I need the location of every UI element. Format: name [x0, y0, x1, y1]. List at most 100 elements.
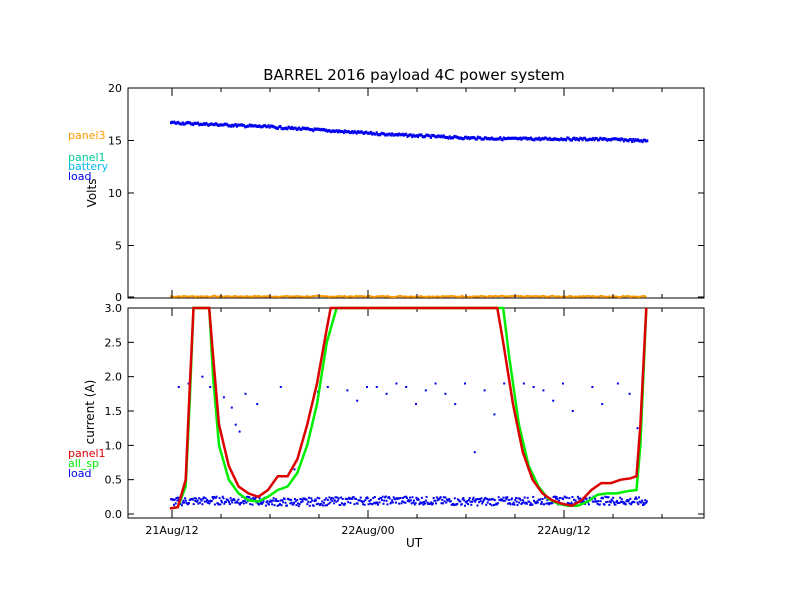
series-load-voltage-point: [439, 135, 442, 139]
series-load-current-point: [502, 496, 505, 499]
series-load-voltage-point: [556, 138, 559, 141]
series-load-current-point: [268, 503, 270, 506]
series-load-current-point: [605, 501, 608, 504]
series-load-voltage-point: [257, 125, 259, 128]
series-load-voltage-point: [308, 128, 311, 131]
series-load-current-outlier: [542, 389, 545, 392]
series-load-voltage-point: [495, 137, 498, 141]
series-load-current-point: [371, 503, 374, 506]
series-load-current-point: [377, 503, 379, 506]
series-load-voltage-point: [606, 138, 609, 142]
series-load-voltage-point: [235, 124, 238, 128]
series-load-voltage-point: [304, 126, 307, 130]
series-load-voltage-point: [576, 137, 579, 141]
series-load-current-point: [528, 500, 531, 503]
series-load-voltage-point: [260, 125, 263, 129]
series-load-current-point: [337, 497, 340, 500]
series-load-current-point: [523, 496, 526, 499]
series-load-voltage-point: [171, 120, 174, 124]
series-load-voltage-point: [285, 126, 288, 130]
series-load-voltage-point: [532, 138, 535, 142]
series-load-voltage-point: [574, 138, 577, 142]
series-load-current-point: [224, 501, 227, 504]
series-load-current-point: [264, 504, 267, 507]
series-load-voltage-point: [598, 138, 601, 142]
series-load-current-point: [374, 502, 377, 505]
series-load-voltage-point: [298, 126, 301, 130]
series-load-current-point: [543, 503, 546, 506]
series-load-voltage-point: [319, 128, 322, 132]
series-load-voltage-point: [262, 124, 265, 128]
series-load-current-point: [364, 499, 367, 502]
series-load-current-outlier: [256, 403, 259, 406]
series-load-current-point: [290, 501, 293, 504]
series-load-voltage-point: [326, 129, 329, 133]
series-load-voltage-point: [494, 137, 497, 141]
series-load-current-point: [254, 496, 257, 499]
series-load-current-point: [384, 495, 387, 498]
series-load-voltage-point: [195, 121, 198, 125]
series-load-voltage-point: [348, 131, 351, 135]
series-load-current-point: [246, 495, 248, 498]
series-load-current-point: [636, 501, 639, 504]
legend-bottom-all-sp: all_sp: [68, 457, 99, 470]
series-load-voltage-point: [192, 123, 195, 127]
series-load-voltage-point: [579, 136, 582, 140]
series-load-current-point: [602, 497, 604, 500]
series-load-current-point: [315, 499, 317, 502]
series-load-voltage-point: [398, 132, 401, 136]
series-load-current-point: [626, 498, 629, 501]
series-load-current-point: [499, 499, 502, 502]
series-load-current-point: [644, 499, 647, 502]
series-load-current-outlier: [628, 392, 631, 395]
series-load-voltage-point: [636, 138, 639, 142]
series-load-voltage-point: [184, 122, 187, 126]
series-load-current-point: [506, 496, 509, 499]
series-load-current-point: [436, 499, 439, 502]
series-load-current-point: [504, 496, 507, 499]
series-load-current-point: [453, 497, 456, 500]
series-load-current-point: [348, 497, 351, 500]
series-load-current-point: [621, 500, 624, 503]
series-load-current-point: [320, 503, 323, 506]
series-load-current-point: [373, 501, 376, 504]
series-load-current-point: [558, 496, 561, 499]
series-load-current-point: [334, 496, 337, 499]
series-load-voltage-point: [221, 123, 224, 127]
voltage-panel-frame: [127, 87, 705, 299]
series-load-voltage-point: [172, 120, 175, 124]
series-load-voltage-point: [384, 133, 386, 137]
series-load-current-point: [535, 501, 538, 504]
series-load-current-point: [185, 502, 188, 504]
series-load-voltage-point: [489, 137, 492, 141]
series-load-voltage-point: [484, 136, 486, 140]
series-load-voltage-point: [187, 121, 190, 125]
series-load-voltage-point: [397, 133, 399, 137]
series-load-voltage-point: [638, 139, 640, 143]
series-load-voltage-point: [545, 136, 548, 140]
series-load-current-point: [309, 501, 312, 504]
series-load-voltage-point: [420, 133, 423, 137]
series-load-current-point: [343, 504, 346, 506]
series-load-current-point: [272, 497, 275, 500]
series-load-voltage-point: [587, 138, 590, 142]
series-load-current-point: [275, 498, 278, 501]
series-load-current-point: [514, 499, 517, 502]
series-load-voltage-point: [633, 139, 636, 143]
series-load-current-point: [229, 497, 232, 500]
series-load-current-outlier: [493, 413, 496, 416]
series-load-current-point: [308, 504, 311, 507]
series-load-current-point: [266, 500, 269, 503]
series-load-current-outlier: [562, 382, 564, 385]
series-load-current-point: [426, 501, 429, 504]
series-load-voltage-point: [385, 133, 388, 137]
series-load-current-point: [439, 496, 442, 499]
series-load-current-point: [307, 500, 310, 503]
series-load-voltage-point: [547, 137, 550, 141]
series-load-current-point: [383, 499, 386, 502]
series-load-current-point: [211, 496, 214, 498]
series-load-voltage-point: [553, 137, 556, 141]
series-load-current-point: [587, 503, 590, 506]
series-load-current-point: [420, 496, 423, 499]
series-load-current-point: [474, 500, 477, 503]
